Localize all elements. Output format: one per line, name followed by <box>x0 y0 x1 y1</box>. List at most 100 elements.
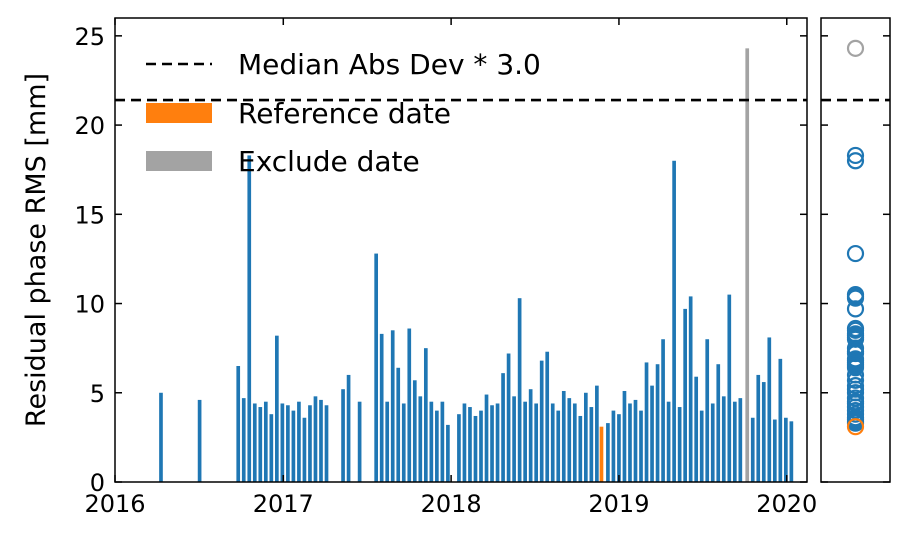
bar <box>401 403 406 482</box>
point <box>846 289 865 307</box>
bar <box>772 419 777 482</box>
legend-label-reference: Reference date <box>238 97 451 130</box>
bar <box>583 392 588 482</box>
bar <box>319 399 323 482</box>
point-group <box>846 39 865 436</box>
bar <box>446 424 450 482</box>
bar <box>286 405 290 482</box>
point <box>846 244 865 263</box>
bar <box>468 407 472 482</box>
x-tick-label: 2020 <box>756 490 817 518</box>
reference-bar <box>599 426 604 482</box>
bar <box>661 339 665 482</box>
bar <box>236 366 241 482</box>
bar <box>628 403 632 482</box>
legend-swatch-exclude <box>146 151 212 171</box>
y-tick-label: 5 <box>90 380 105 408</box>
bar <box>606 423 610 482</box>
bar <box>357 401 362 482</box>
bar <box>589 407 594 482</box>
bar <box>732 401 737 482</box>
bar <box>528 389 533 482</box>
bar <box>633 399 638 482</box>
legend-label-exclude: Exclude date <box>238 145 420 178</box>
bar <box>462 403 467 482</box>
bar <box>440 401 445 482</box>
bar <box>341 389 345 482</box>
bar <box>252 403 257 482</box>
bar <box>639 410 643 482</box>
bar <box>297 401 301 482</box>
bar <box>789 421 794 482</box>
bar <box>644 362 649 482</box>
legend-swatch-reference <box>146 103 212 123</box>
bar <box>346 374 351 482</box>
bar <box>595 385 599 482</box>
bar <box>710 403 715 482</box>
bar <box>756 374 761 482</box>
bar <box>418 396 423 482</box>
bar <box>291 410 296 482</box>
bar <box>761 382 766 482</box>
bar <box>611 410 616 482</box>
bar <box>705 339 710 482</box>
bar <box>159 392 163 482</box>
bar <box>750 417 755 482</box>
legend: Median Abs Dev * 3.0 Reference date Excl… <box>146 48 541 178</box>
bar <box>561 390 566 482</box>
bar <box>716 364 721 482</box>
y-axis-label: Residual phase RMS [mm] <box>21 73 52 427</box>
bar <box>539 360 544 482</box>
bar <box>247 155 252 482</box>
bar <box>280 403 285 482</box>
bar <box>473 415 478 482</box>
bar <box>545 351 550 482</box>
bar <box>677 407 682 482</box>
y-tick-label: 0 <box>90 469 105 497</box>
bar <box>490 405 494 482</box>
bar <box>784 417 788 482</box>
bar <box>412 380 417 482</box>
bar <box>263 401 268 482</box>
bar <box>550 403 555 482</box>
bar <box>721 396 726 482</box>
bar <box>407 328 412 482</box>
bar <box>197 399 202 482</box>
bar <box>738 398 743 482</box>
y-axis: 0 5 10 15 20 25 <box>74 23 807 497</box>
side-plot-frame <box>820 17 891 483</box>
bar <box>324 405 329 482</box>
bar <box>617 414 621 482</box>
bar <box>457 414 461 482</box>
x-tick-label: 2019 <box>588 490 649 518</box>
side-plot <box>820 17 891 483</box>
y-tick-label: 25 <box>74 23 105 51</box>
bar <box>578 415 583 482</box>
bar <box>313 396 318 482</box>
x-axis: 2016 2017 2018 2019 2020 <box>84 18 817 518</box>
bar <box>484 394 489 482</box>
bar <box>390 330 395 482</box>
main-plot-frame <box>114 17 808 483</box>
bar <box>683 308 687 482</box>
bar <box>666 401 671 482</box>
bar <box>572 403 577 482</box>
point <box>846 359 865 377</box>
bar <box>727 294 732 482</box>
point <box>846 152 865 170</box>
bar <box>767 337 772 482</box>
y-tick-label: 20 <box>74 112 105 140</box>
bar <box>534 403 539 482</box>
bar <box>778 358 783 482</box>
bar <box>655 364 660 482</box>
point <box>846 146 865 165</box>
bar <box>423 348 428 482</box>
exclude-point <box>846 39 865 57</box>
bar <box>479 410 483 482</box>
bar <box>396 367 401 482</box>
bar <box>506 353 511 482</box>
bar <box>385 401 390 482</box>
bar <box>269 414 274 482</box>
x-tick-label: 2016 <box>84 490 145 518</box>
